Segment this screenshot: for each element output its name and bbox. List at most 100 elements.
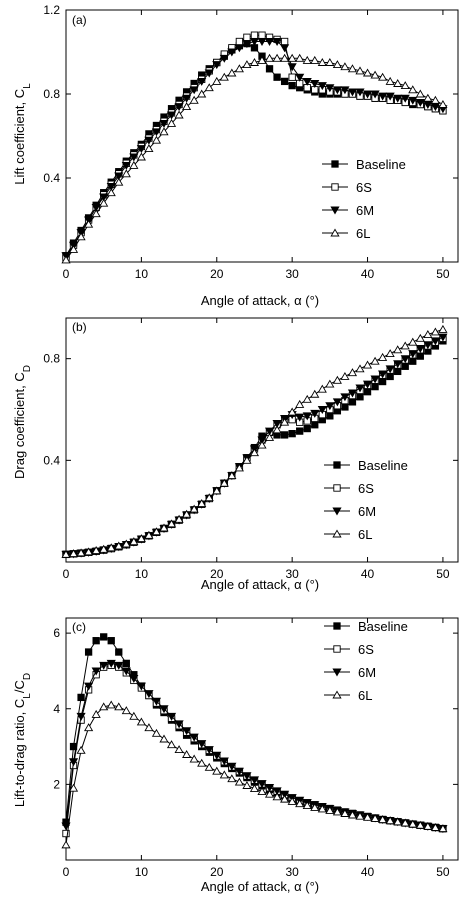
data-point-6l <box>99 544 109 553</box>
data-point-6l <box>234 777 244 786</box>
legend-marker-6m <box>330 206 340 215</box>
data-point-6m <box>317 406 327 415</box>
y-tick-label: 4 <box>53 702 60 716</box>
data-point-6l <box>430 327 440 336</box>
data-point-6m <box>385 92 395 101</box>
data-point-6m <box>219 54 229 63</box>
data-point-baseline <box>265 65 274 73</box>
x-tick-label: 50 <box>436 865 450 879</box>
data-point-6l <box>151 527 162 536</box>
data-point-6l <box>136 534 146 543</box>
data-point-6l <box>272 53 282 62</box>
data-point-baseline <box>107 637 115 645</box>
data-point-6s <box>235 37 244 46</box>
data-point-6s <box>250 31 259 39</box>
data-point-6l <box>385 349 395 358</box>
data-point-6l <box>249 57 260 66</box>
data-point-6l <box>99 198 109 207</box>
data-point-6l <box>264 432 275 441</box>
x-tick-label: 50 <box>436 567 450 581</box>
data-point-6l <box>121 539 131 548</box>
data-point-6l <box>151 135 162 144</box>
data-point-6l <box>84 547 94 556</box>
data-point-6m <box>159 119 169 128</box>
data-point-6m <box>182 727 192 736</box>
data-point-6m <box>362 380 373 389</box>
data-point-6m <box>264 427 275 436</box>
data-point-6l <box>189 504 199 513</box>
y-tick-label: 6 <box>53 626 60 640</box>
data-point-baseline <box>311 421 319 429</box>
data-point-baseline <box>401 362 409 370</box>
data-point-6l <box>204 762 214 771</box>
data-point-6l <box>332 375 342 384</box>
data-point-6l <box>68 549 79 558</box>
data-point-6l <box>106 188 116 197</box>
data-point-6l <box>61 255 71 264</box>
data-point-6l <box>182 750 192 758</box>
data-point-6m <box>159 705 169 714</box>
data-point-6l <box>91 709 101 718</box>
legend-label-6s: 6S <box>356 180 372 195</box>
data-point-baseline <box>288 429 296 438</box>
legend-marker-6s <box>331 183 339 191</box>
legend-label-baseline: Baseline <box>358 619 408 634</box>
panel-label: (b) <box>72 320 87 334</box>
legend-label-6s: 6S <box>358 481 374 496</box>
data-point-baseline <box>280 431 289 439</box>
data-point-baseline <box>122 659 130 668</box>
data-point-baseline <box>288 81 296 90</box>
data-point-6m <box>302 412 312 421</box>
data-point-baseline <box>280 77 289 86</box>
data-point-6l <box>280 53 290 62</box>
plot-frame <box>65 9 459 263</box>
data-point-6m <box>99 661 109 670</box>
data-point-6m <box>310 409 320 418</box>
data-point-6l <box>159 734 169 743</box>
data-point-6m <box>227 48 237 57</box>
data-point-6l <box>310 802 320 811</box>
x-tick-label: 20 <box>210 865 224 879</box>
data-point-6m <box>393 360 403 369</box>
legend: Baseline 6S 6M 6L <box>322 157 406 241</box>
data-point-6l <box>340 371 350 380</box>
x-tick-label: 10 <box>135 567 149 581</box>
data-point-6l <box>408 819 418 828</box>
data-point-6l <box>197 89 207 98</box>
legend-marker-6l <box>330 228 340 237</box>
data-point-6m <box>272 787 282 796</box>
data-point-6l <box>287 407 297 416</box>
data-point-6l <box>438 824 448 833</box>
data-point-6l <box>295 53 305 62</box>
lift-coefficient-chart: Angle of attack, α (°) Lift coefficient,… <box>12 3 459 308</box>
legend-label-baseline: Baseline <box>358 458 408 473</box>
data-point-6l <box>340 62 350 71</box>
data-point-6l <box>242 781 252 789</box>
y-tick-label: 0.8 <box>43 352 60 366</box>
data-point-6l <box>166 118 177 127</box>
data-point-6l <box>68 783 79 792</box>
data-point-6l <box>159 127 169 136</box>
data-point-6m <box>332 86 342 95</box>
data-point-6l <box>347 368 358 377</box>
data-point-6l <box>136 152 146 161</box>
x-axis-label: Angle of attack, α (°) <box>201 293 319 308</box>
data-point-6s <box>280 37 289 46</box>
data-point-6m <box>234 44 244 53</box>
data-point-6m <box>219 757 229 766</box>
data-point-6m <box>242 772 252 781</box>
data-point-6l <box>408 85 418 94</box>
data-point-6l <box>106 543 116 552</box>
data-point-6l <box>84 219 94 228</box>
data-point-6l <box>317 384 327 393</box>
data-point-6l <box>355 364 365 373</box>
x-tick-label: 0 <box>63 567 70 581</box>
data-point-6l <box>76 745 86 754</box>
data-point-6l <box>302 394 312 403</box>
legend-label-6l: 6L <box>356 226 370 241</box>
data-point-6l <box>362 68 373 77</box>
data-point-6l <box>408 337 418 346</box>
data-point-6l <box>257 440 267 449</box>
legend-label-6m: 6M <box>356 203 374 218</box>
data-point-6l <box>325 805 335 814</box>
